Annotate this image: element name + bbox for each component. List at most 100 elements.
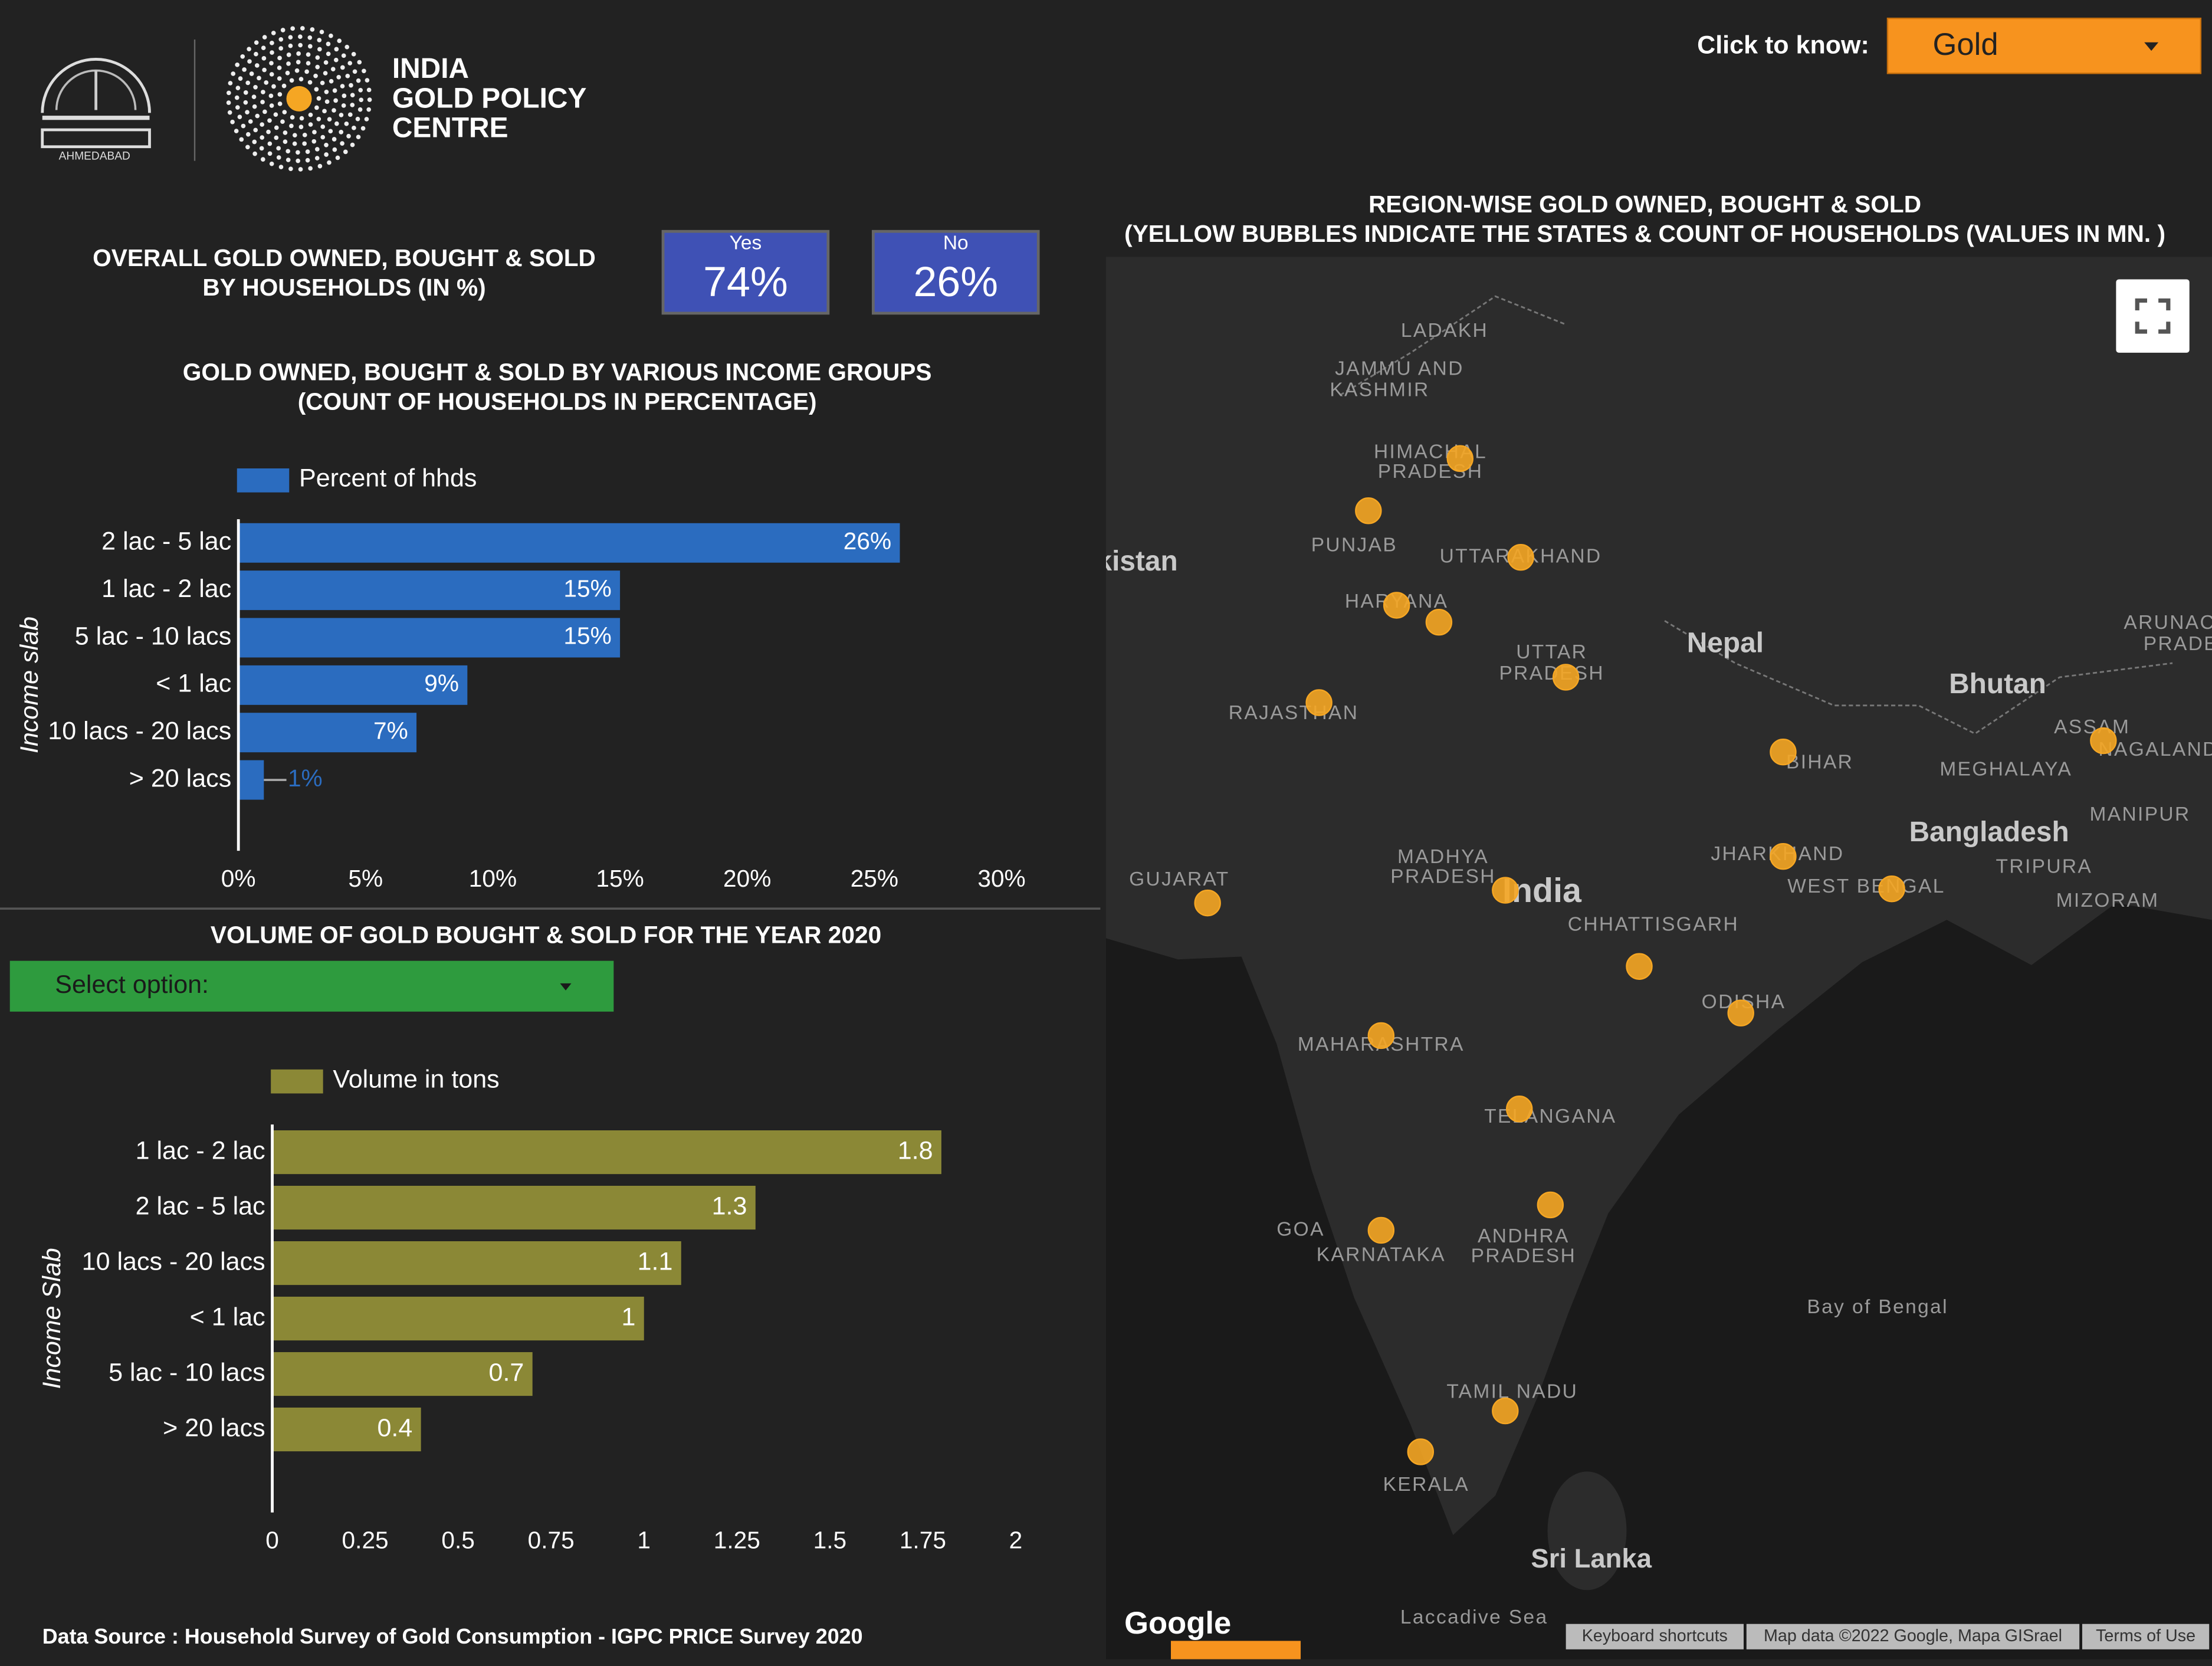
logo-dot [296, 60, 301, 65]
map-label: ARUNAC [2124, 612, 2212, 634]
logo-dot [261, 45, 266, 51]
logo-dot [269, 161, 274, 166]
logo-dot [344, 122, 349, 126]
map-label: ASSAM [2054, 716, 2130, 738]
logo-dot [242, 67, 247, 72]
logo-dot [281, 83, 287, 88]
y-tick-label: 2 lac - 5 lac [101, 527, 231, 556]
logo-dot [312, 130, 317, 135]
state-bubble [1506, 1096, 1533, 1123]
map-label: ANDHRA [1478, 1225, 1570, 1247]
fullscreen-box[interactable] [2116, 279, 2190, 353]
state-bubble [1770, 842, 1797, 870]
logo-dot [304, 69, 309, 74]
fullscreen-button[interactable] [2116, 279, 2190, 353]
logo-dot [255, 113, 260, 119]
option-filter[interactable]: Select option: [9, 960, 614, 1012]
logo-dot [305, 158, 310, 163]
iim-logo [41, 58, 151, 149]
y-tick-label: 10 lacs - 20 lacs [82, 1247, 265, 1275]
logo-dot [296, 158, 300, 163]
logo-dot [292, 141, 297, 146]
logo-dot [307, 80, 313, 85]
logo-dot [290, 26, 295, 31]
state-bubble [1383, 592, 1410, 619]
logo-dot [323, 71, 328, 76]
kpi-title: OVERALL GOLD OWNED, BOUGHT & SOLD [93, 244, 596, 271]
logo-dot [316, 116, 321, 122]
logo-dot [243, 90, 248, 95]
logo-dot [340, 141, 344, 146]
map-label: MIZORAM [2056, 890, 2160, 911]
logo-dot [252, 104, 257, 109]
logo-dot [277, 55, 282, 61]
bar [238, 713, 417, 753]
logo-dot [308, 112, 313, 117]
logo-dot [290, 115, 295, 120]
logo-dot [360, 126, 366, 131]
attribution-bg [2082, 1624, 2210, 1649]
bar [272, 1407, 421, 1452]
logo-dot [259, 146, 264, 151]
logo-dot [238, 76, 243, 81]
logo-dot [253, 127, 258, 133]
state-bubble [1492, 877, 1519, 904]
logo-dot [350, 93, 355, 97]
logo-dot [264, 80, 269, 85]
state-bubble [1552, 664, 1580, 691]
logo-dot [305, 149, 310, 154]
logo-dot [298, 167, 303, 172]
y-tick-label: 2 lac - 5 lac [136, 1192, 265, 1220]
state-bubble [1878, 875, 1905, 903]
map-label: CHHATTISGARH [1568, 914, 1739, 936]
bar [238, 760, 264, 800]
map-label: Bay of Bengal [1807, 1296, 1948, 1318]
logo-dot [334, 121, 339, 126]
logo-dot [277, 92, 283, 97]
logo-dot [235, 105, 240, 110]
logo-dot [298, 124, 304, 129]
x-tick-label: 2 [1009, 1527, 1023, 1554]
map-label: KARNATAKA [1317, 1244, 1446, 1265]
logo-dot [359, 97, 364, 103]
logo-dot [286, 53, 291, 57]
logo-dot [241, 123, 246, 129]
logo-dot [282, 110, 287, 114]
logo-dot [239, 137, 244, 142]
logo-dot [273, 112, 278, 117]
value-label: 1.1 [638, 1247, 673, 1275]
value-label: 0.4 [377, 1414, 412, 1442]
map-label: Laccadive Sea [1400, 1606, 1548, 1628]
y-tick-label: 5 lac - 10 lacs [75, 622, 231, 650]
map-label: KASHMIR [1330, 379, 1429, 401]
y-tick-label: 10 lacs - 20 lacs [48, 717, 231, 745]
chart-title: (COUNT OF HOUSEHOLDS IN PERCENTAGE) [298, 388, 817, 415]
logo-dot [320, 124, 326, 129]
chart-title: GOLD OWNED, BOUGHT & SOLD BY VARIOUS INC… [183, 359, 932, 386]
gold-selector[interactable]: Gold [1886, 17, 2202, 74]
selector-value: Gold [1932, 27, 1998, 62]
logo-dot [278, 165, 284, 169]
logo-center [286, 86, 312, 111]
logo-dot [357, 107, 363, 112]
y-tick-label: > 20 lacs [129, 764, 231, 792]
logo-dot [285, 70, 290, 76]
kpi-value: 74% [703, 258, 788, 306]
logo-dot [332, 88, 337, 93]
logo-dot [267, 118, 272, 123]
logo-dot [267, 141, 273, 146]
y-axis-title: Income slab [15, 616, 44, 753]
logo-dot [339, 113, 344, 117]
value-label: 26% [844, 527, 891, 555]
logo-dot [296, 51, 301, 56]
legend-label: Percent of hhds [299, 464, 477, 493]
logo-dot [324, 89, 329, 94]
logo-dot [327, 160, 332, 165]
logo-dot [344, 44, 350, 50]
logo-dot [266, 129, 271, 135]
y-tick-label: < 1 lac [190, 1303, 265, 1331]
filter-box[interactable] [9, 960, 614, 1012]
map-label: GOA [1276, 1218, 1325, 1240]
